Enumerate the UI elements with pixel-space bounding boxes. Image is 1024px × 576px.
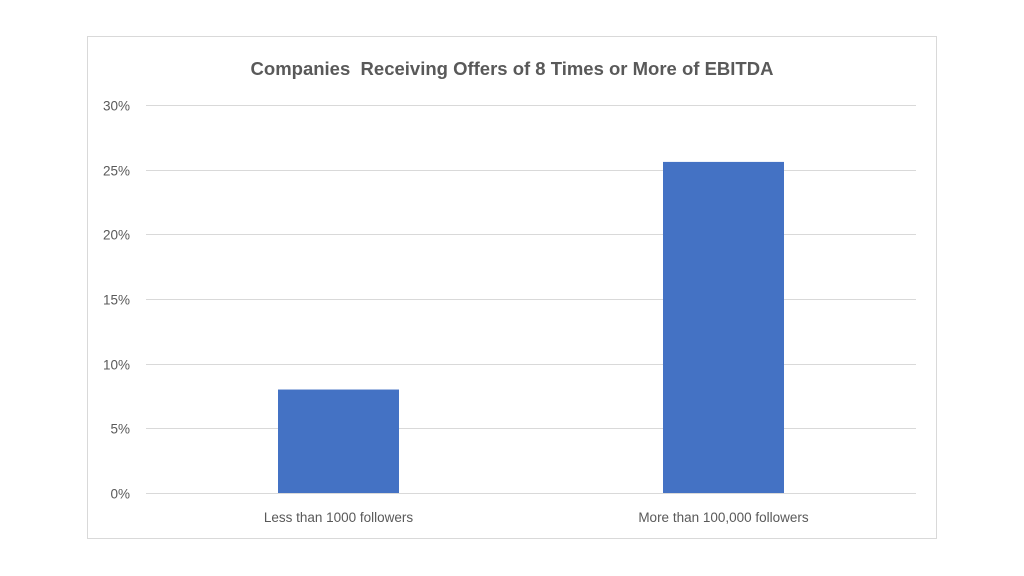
chart-title: Companies Receiving Offers of 8 Times or…: [251, 58, 774, 79]
x-category-label: Less than 1000 followers: [264, 510, 414, 525]
x-category-label: More than 100,000 followers: [638, 510, 809, 525]
y-tick-label: 25%: [103, 164, 130, 179]
y-tick-label: 30%: [103, 99, 130, 114]
chart-frame: [87, 36, 937, 539]
bar: [663, 161, 784, 493]
y-tick-label: 10%: [103, 358, 130, 373]
y-tick-label: 5%: [110, 422, 130, 437]
bars: [278, 161, 784, 493]
y-tick-label: 20%: [103, 228, 130, 243]
y-axis-tick-labels: 0% 5% 10% 15% 20% 25% 30%: [103, 99, 130, 502]
bar: [278, 389, 399, 493]
gridlines: [146, 105, 916, 494]
y-tick-label: 15%: [103, 293, 130, 308]
x-axis-category-labels: Less than 1000 followers More than 100,00…: [264, 510, 809, 525]
y-tick-label: 0%: [110, 487, 130, 502]
